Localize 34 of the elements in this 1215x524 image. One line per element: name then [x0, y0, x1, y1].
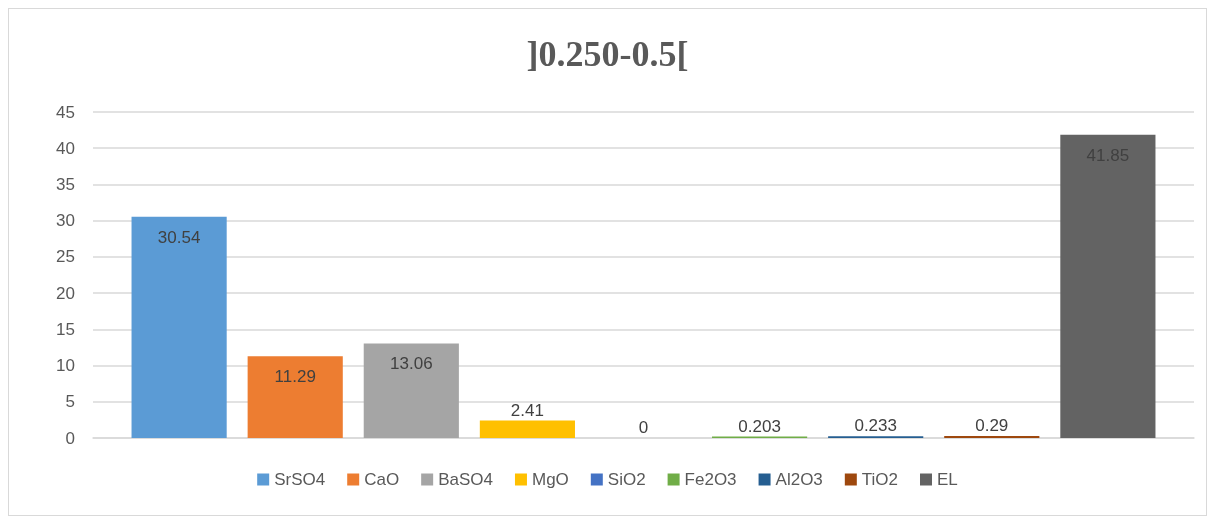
- data-label: 0.29: [975, 415, 1009, 435]
- legend-label: Fe2O3: [684, 470, 737, 489]
- y-tick-label: 5: [65, 392, 75, 412]
- y-tick-label: 25: [56, 247, 75, 267]
- bar: [131, 216, 227, 438]
- data-label: 0.203: [738, 416, 781, 436]
- y-tick-label: 10: [56, 356, 75, 376]
- legend-label: BaSO4: [438, 470, 493, 489]
- bar: [247, 356, 343, 438]
- legend-label: SiO2: [607, 470, 646, 489]
- legend-label: CaO: [364, 470, 400, 489]
- data-label: 11.29: [274, 367, 316, 387]
- legend-label: Al2O3: [775, 470, 823, 489]
- y-tick-label: 15: [56, 319, 75, 339]
- data-label: 0.233: [854, 416, 897, 436]
- y-tick-label: 45: [56, 102, 75, 122]
- y-tick-label: 30: [56, 211, 75, 231]
- bar: [363, 343, 459, 438]
- data-label: 13.06: [390, 354, 433, 374]
- y-tick-label: 35: [56, 174, 75, 194]
- chart-title: ]0.250-0.5[: [526, 34, 689, 74]
- bar: [944, 435, 1040, 438]
- bar: [1060, 134, 1156, 438]
- y-tick-label: 20: [56, 283, 75, 303]
- bar: [479, 420, 575, 438]
- data-label: 30.54: [157, 227, 201, 247]
- data-label: 0: [638, 418, 649, 437]
- y-tick-label: 40: [56, 138, 75, 158]
- legend-label: SrSO4: [274, 470, 326, 489]
- data-label: 2.41: [510, 400, 544, 420]
- legend-label: TiO2: [861, 470, 899, 489]
- legend-label: EL: [937, 470, 958, 489]
- legend-label: MgO: [531, 470, 569, 489]
- y-tick-label: 0: [65, 428, 75, 448]
